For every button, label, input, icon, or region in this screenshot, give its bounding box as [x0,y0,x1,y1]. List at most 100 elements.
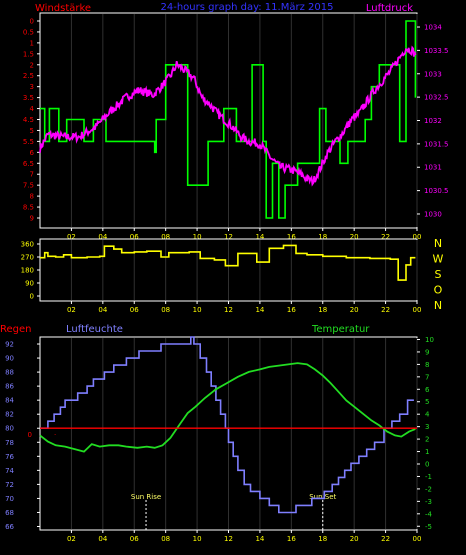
temperature-tick-label: -1 [425,473,432,481]
wind-speed-tick-label: 4.5 [23,116,34,124]
wind-speed-tick-label: 2.5 [23,72,34,80]
wind-direction-line [40,244,416,281]
temperature-tick-label: 10 [425,336,434,344]
x-tick-label: 22 [381,535,390,543]
panel-humidity-temperature-x-ticks: 02 04 06 08 10 12 14 16 18 20 22 00 [67,530,421,543]
wind-direction-degree-ticks: 360 270 180 90 0 [21,241,40,301]
wind-speed-tick-label: 1 [30,39,34,47]
wind-speed-tick-label: 5 [30,127,34,135]
humidity-line [40,336,414,514]
panel-wind-direction-grid [70,240,418,300]
x-tick-label: 16 [287,233,296,241]
x-tick-label: 14 [255,233,264,241]
x-tick-label: 06 [130,306,139,314]
humidity-tick-label: 84 [5,397,14,405]
humidity-tick-label: 66 [5,523,14,531]
temperature-tick-label: 2 [425,436,429,444]
temperature-tick-label: 3 [425,423,429,431]
x-tick-label: 02 [67,306,76,314]
humidity-tick-label: 80 [5,425,14,433]
temperature-tick-label: -5 [425,523,432,531]
pressure-line [39,45,417,187]
temperature-tick-label: 5 [425,398,429,406]
wind-speed-tick-label: 4 [30,105,35,113]
temperature-tick-label: -3 [425,498,432,506]
x-tick-label: 22 [381,233,390,241]
humidity-tick-label: 90 [5,355,14,363]
panel-wind-pressure: 0 0.5 1 1.5 2 2.5 3 3.5 4 4.5 5 5.5 6 6.5 7 7.5 8 8.5 9 10… [23,12,449,241]
wind-speed-tick-label: 2 [30,61,34,69]
temperature-tick-label: -2 [425,485,432,493]
x-tick-label: 12 [224,306,233,314]
wind-speed-tick-label: 0 [30,18,34,26]
pressure-tick-label: 1032.5 [424,94,449,102]
panel-wind-direction-x-ticks: 02 04 06 08 10 12 14 16 18 20 22 00 [67,301,421,314]
wind-speed-tick-label: 6.5 [23,160,34,168]
panel-wind-pressure-x-ticks: 02 04 06 08 10 12 14 16 18 20 22 00 [67,228,422,241]
sunrise-label: Sun Rise [131,493,161,501]
x-tick-label: 08 [161,535,170,543]
compass-label: W [433,253,444,266]
chart-title: 24-hours graph day: 11.März 2015 [161,2,334,13]
wind-speed-tick-label: 1.5 [23,50,34,58]
rain-zero-label: 0 [28,431,32,439]
compass-label: S [435,268,442,281]
temperature-ticks: -5 -4 -3 -2 -1 0 1 2 3 4 5 6 7 8 9 10 [417,336,434,531]
rain-zero-marker: · [54,431,56,439]
x-tick-label: 14 [255,535,264,543]
x-tick-label: 16 [287,535,296,543]
humidity-tick-label: 78 [5,439,14,447]
humidity-tick-label: 70 [5,495,14,503]
sunset-label: Sun Set [309,493,336,501]
wind-direction-degree-label: 270 [21,254,34,262]
x-tick-label: 08 [161,306,170,314]
pressure-tick-label: 1033 [424,70,442,78]
pressure-tick-label: 1031 [424,164,442,172]
pressure-tick-label: 1030.5 [424,187,449,195]
rain-axis-title: Regen [0,324,32,335]
temperature-tick-label: 1 [425,448,429,456]
wind-speed-tick-label: 3.5 [23,94,34,102]
temperature-tick-label: 8 [425,361,429,369]
x-tick-label: 18 [318,233,327,241]
x-tick-label: 12 [224,535,233,543]
wind-speed-axis-title: Windstärke [35,3,91,14]
x-tick-label: 00 [413,233,422,241]
x-tick-label: 10 [193,535,202,543]
temperature-tick-label: 4 [425,411,430,419]
temperature-tick-label: -4 [425,510,433,518]
temperature-tick-label: 9 [425,348,429,356]
humidity-tick-label: 76 [5,453,14,461]
compass-label: N [434,237,442,250]
pressure-tick-label: 1030 [424,210,442,218]
humidity-tick-label: 92 [5,341,14,349]
humidity-axis-title: Luftfeuchte [66,324,123,335]
x-tick-label: 02 [67,535,76,543]
wind-speed-tick-label: 0.5 [23,28,34,36]
temperature-line [39,362,416,453]
pressure-tick-label: 1031.5 [424,140,449,148]
wind-speed-tick-label: 6 [30,149,35,157]
x-tick-label: 06 [130,535,139,543]
x-tick-label: 16 [287,306,296,314]
temperature-tick-label: 0 [425,461,429,469]
humidity-tick-label: 68 [5,509,14,517]
panel-wind-pressure-grid [70,14,418,227]
x-tick-label: 02 [67,233,76,241]
wind-speed-ticks: 0 0.5 1 1.5 2 2.5 3 3.5 4 4.5 5 5.5 6 6.5 7 7.5 8 8.5 9 [23,18,40,223]
wind-speed-tick-label: 3 [30,83,34,91]
x-tick-label: 08 [161,233,170,241]
pressure-ticks: 1030 1030.5 1031 1031.5 1032 1032.5 1033 1033.5… [417,24,449,218]
wind-speed-tick-label: 5.5 [23,138,34,146]
temperature-tick-label: 6 [425,386,430,394]
x-tick-label: 04 [98,233,107,241]
humidity-tick-label: 72 [5,481,14,489]
pressure-tick-label: 1034 [424,24,442,32]
wind-direction-degree-label: 360 [21,241,34,249]
x-tick-label: 06 [130,233,139,241]
compass-label: N [434,299,442,312]
temperature-axis-title: Temperatur [311,324,370,335]
